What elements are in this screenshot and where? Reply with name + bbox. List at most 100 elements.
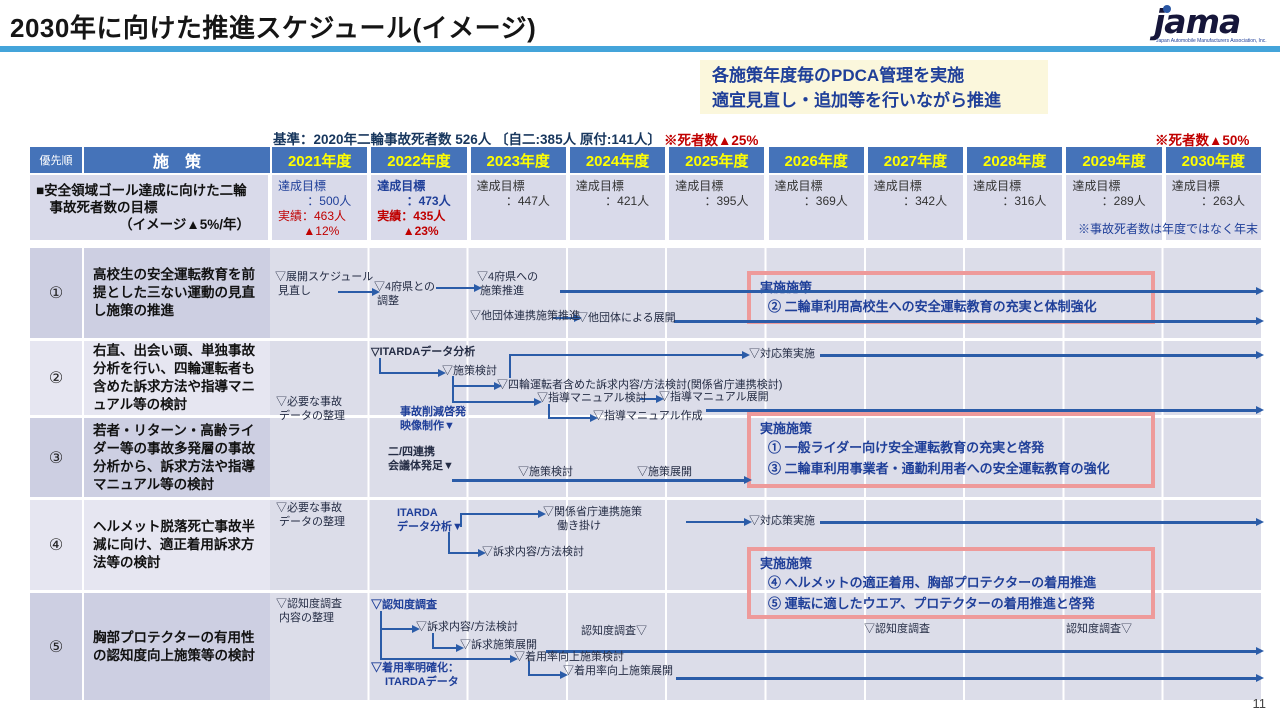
timeline-label: ▽他団体による展開 <box>577 312 676 324</box>
implementation-box: 実施施策 ② 二輪車利用高校生への安全運転教育の充実と体制強化 <box>747 271 1155 324</box>
implementation-box-title: 実施施策 <box>760 421 813 436</box>
arrow <box>686 517 752 526</box>
connector-line <box>448 532 450 552</box>
row-separator <box>270 497 1263 500</box>
connector-line <box>452 376 454 401</box>
goal-target-label: 達成目標 <box>476 179 525 193</box>
goal-target-value: ：369人 <box>803 194 848 208</box>
pdca-note-line2: 適宜見直し・追加等を行いながら推進 <box>712 91 1001 110</box>
goal-target-value: ：473人 <box>406 194 451 208</box>
goal-footnote: ※事故死者数は年度ではなく年末 <box>1077 222 1258 236</box>
arrow <box>560 287 1264 294</box>
arrow <box>553 313 582 322</box>
goal-label-line1: ■安全領域ゴール達成に向けた二輪 <box>36 183 247 198</box>
measure-header: 施 策 <box>84 147 270 173</box>
implementation-box-item: ② 二輪車利用高校生への安全運転教育の充実と体制強化 <box>768 299 1097 314</box>
goal-cell: 達成目標 ：342人 <box>867 175 964 240</box>
timeline-label: ▽4府県との 調整 <box>374 281 436 307</box>
reduction-note: ※死者数▲50% <box>1155 133 1250 148</box>
arrow <box>706 406 1264 413</box>
timeline-label: ▽対応策実施 <box>749 515 815 527</box>
goal-cell: 達成目標 ：447人 <box>470 175 566 240</box>
goal-cell: 達成目標 ：421人 <box>569 175 666 240</box>
timeline-label: ▽対応策実施 <box>749 348 815 360</box>
goal-cell: 達成目標 ：263人 <box>1165 175 1261 240</box>
arrow <box>640 394 664 403</box>
goal-target-label: 達成目標 <box>377 179 426 193</box>
arrow <box>548 413 598 422</box>
timeline-label: ▽訴求施策展開 <box>460 639 537 651</box>
goal-label-line2: 事故死者数の目標 <box>36 200 158 215</box>
row-separator <box>270 415 1263 418</box>
goal-cell: 達成目標 ：395人 <box>669 175 765 240</box>
timeline-label: ▽4府県への 施策推進 <box>477 271 539 297</box>
year-header: 2021年度 <box>272 147 368 173</box>
measure-cell: ヘルメット脱落死亡事故半減に向け、適正着用訴求方法等の検討 <box>84 500 270 590</box>
timeline-label: ▽施策展開 <box>637 466 692 478</box>
implementation-box-title: 実施施策 <box>760 556 813 571</box>
goal-target-value: ：395人 <box>704 194 749 208</box>
priority-cell: ⑤ <box>30 593 82 700</box>
arrow <box>460 509 546 518</box>
goal-actual-delta: ▲23% <box>402 224 439 238</box>
measure-cell: 高校生の安全運転教育を前提とした三ない運動の見直し施策の推進 <box>84 248 270 338</box>
arrow <box>676 674 1264 681</box>
goal-target-label: 達成目標 <box>675 179 724 193</box>
timeline-label: ▽訴求内容/方法検討 <box>416 621 519 633</box>
timeline-label: ITARDA データ分析▼ <box>397 507 463 533</box>
measure-cell: 胸部プロテクターの有用性の認知度向上施策等の検討 <box>84 593 270 700</box>
timeline-label: 事故削減啓発 映像制作▼ <box>400 406 466 432</box>
baseline-note: 基準：2020年二輪事故死者数 526人 〔自二:385人 原付:141人〕 <box>273 132 661 147</box>
year-header: 2022年度 <box>371 147 467 173</box>
connector-line <box>380 611 382 658</box>
timeline-label: ▽関係省庁連携施策 働き掛け <box>543 506 642 532</box>
connector-line <box>432 633 434 647</box>
timeline-label: ▽必要な事故 データの整理 <box>276 502 346 528</box>
connector-line <box>509 354 511 378</box>
page-title: 2030年に向けた推進スケジュール(イメージ) <box>10 13 537 43</box>
timeline-label: ▽指導マニュアル作成 <box>593 410 703 422</box>
year-header: 2029年度 <box>1066 147 1162 173</box>
timeline-label: ▽着用率向上施策展開 <box>563 665 673 677</box>
goal-target-value: ：289人 <box>1101 194 1146 208</box>
implementation-box: 実施施策 ④ ヘルメットの適正着用、胸部プロテクターの着用推進 ⑤ 運転に適したウエ… <box>747 547 1155 619</box>
implementation-box-item: ③ 二輪車利用事業者・通勤利用者への安全運転教育の強化 <box>768 461 1110 476</box>
timeline-label: ▽認知度調査 <box>371 599 437 611</box>
implementation-box-item: ① 一般ライダー向け安全運転教育の充実と啓発 <box>768 440 1045 455</box>
goal-actual-value: 実績：463人 <box>278 209 347 223</box>
goal-target-label: 達成目標 <box>873 179 922 193</box>
timeline-label: ▽四輪運転者含めた訴求内容/方法検討(関係省庁連携検討) <box>497 379 783 391</box>
arrow <box>546 647 1264 654</box>
goal-cell: 達成目標 ：473人 実績：435人 ▲23% <box>371 175 467 240</box>
goal-cell: 達成目標 ：369人 <box>768 175 864 240</box>
priority-cell: ② <box>30 341 82 415</box>
timeline-label: ▽着用率明確化： ITARDAデータ <box>371 662 459 688</box>
title-underline <box>0 46 1280 52</box>
arrow <box>509 350 750 359</box>
arrow <box>379 368 446 377</box>
timeline-label: ▽ITARDAデータ分析 <box>371 346 476 358</box>
row-separator <box>270 590 1263 593</box>
measure-cell: 若者・リターン・高齢ライダー等の事故多発層の事故分析から、訴求方法や指導マニュア… <box>84 418 270 497</box>
timeline-label: ▽他団体連携施策推進 <box>470 310 580 322</box>
goal-target-value: ：342人 <box>903 194 948 208</box>
priority-cell: ① <box>30 248 82 338</box>
row-separator <box>270 338 1263 341</box>
implementation-box-item: ④ ヘルメットの適正着用、胸部プロテクターの着用推進 <box>768 575 1097 590</box>
year-header: 2024年度 <box>569 147 666 173</box>
pdca-note-line1: 各施策年度毎のPDCA管理を実施 <box>712 66 965 85</box>
goal-actual-delta: ▲12% <box>303 224 340 238</box>
page-number: 11 <box>1252 696 1267 711</box>
timeline-label: ▽施策検討 <box>518 466 573 478</box>
year-header: 2028年度 <box>967 147 1063 173</box>
arrow <box>452 476 752 483</box>
jama-logo: jama Japan Automobile Manufacturers Asso… <box>1146 2 1272 44</box>
priority-header: 優先順 <box>30 147 82 173</box>
goal-target-value: ：447人 <box>505 194 550 208</box>
goal-target-label: 達成目標 <box>278 179 327 193</box>
arrow <box>452 397 542 406</box>
connector-line <box>528 661 530 674</box>
arrow <box>674 317 1264 324</box>
arrow <box>338 287 380 296</box>
